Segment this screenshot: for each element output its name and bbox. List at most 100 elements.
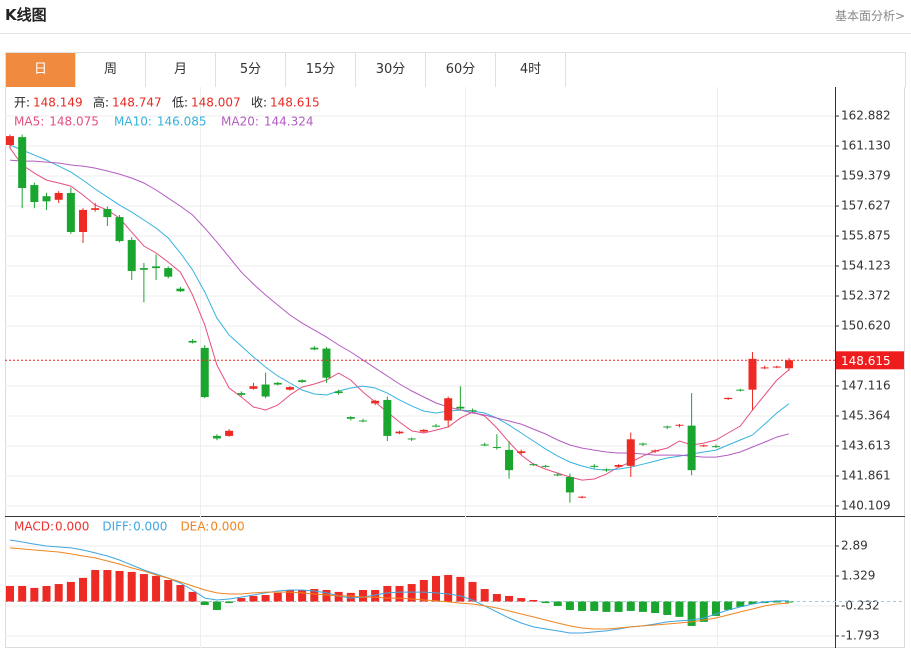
candle-body	[480, 444, 489, 446]
y-tick-label: 147.116	[841, 378, 891, 392]
candle-body	[176, 288, 185, 292]
candle-body	[468, 410, 477, 412]
candle-body	[760, 367, 769, 369]
candle-body	[237, 393, 246, 395]
macd-bar	[529, 599, 538, 602]
macd-bar	[298, 589, 307, 602]
period-tab[interactable]: 周	[76, 53, 146, 87]
macd-bar	[91, 570, 100, 602]
ma-line	[9, 147, 790, 481]
macd-bar	[626, 601, 635, 611]
y-tick-label: 140.109	[841, 498, 891, 512]
candle-body	[711, 446, 720, 448]
macd-bar	[30, 587, 39, 602]
candle-body	[127, 240, 136, 272]
macd-bar	[334, 591, 343, 602]
macd-bar	[407, 584, 416, 602]
macd-legend-name: DEA:	[180, 520, 209, 534]
y-tick-label: 2.89	[841, 539, 868, 553]
candle-body	[54, 192, 63, 200]
macd-bar	[505, 595, 514, 602]
macd-bar	[358, 589, 367, 602]
macd-bar	[553, 601, 562, 606]
period-tab[interactable]: 15分	[286, 53, 356, 87]
ma-line	[9, 159, 790, 458]
candle-body	[261, 384, 270, 397]
ma-legend-value: 146.085	[157, 115, 207, 129]
candle-body	[565, 476, 574, 493]
candle-body	[748, 358, 757, 390]
macd-bar	[225, 601, 234, 604]
last-price-box	[836, 351, 904, 370]
candle-body	[687, 425, 696, 471]
macd-bar	[139, 574, 148, 602]
period-tab[interactable]: 日	[6, 53, 76, 87]
macd-bar	[42, 585, 51, 602]
macd-bar	[273, 592, 282, 602]
macd-legend-name: MACD:	[14, 520, 54, 534]
period-tab[interactable]: 60分	[426, 53, 496, 87]
candle-body	[371, 400, 380, 404]
last-price-label: 148.615	[841, 354, 891, 368]
candle-body	[432, 425, 441, 427]
candle-body	[699, 445, 708, 447]
candle-body	[164, 268, 173, 277]
y-tick-label: 1.329	[841, 568, 875, 582]
macd-bar	[468, 581, 477, 602]
macd-bar	[127, 571, 136, 602]
candle-body	[200, 347, 209, 398]
divider	[0, 33, 911, 34]
candle-body	[383, 399, 392, 436]
candle-body	[456, 406, 465, 409]
macd-bar	[578, 601, 587, 611]
period-tab[interactable]: 月	[146, 53, 216, 87]
period-tab[interactable]: 30分	[356, 53, 426, 87]
macd-bar	[212, 601, 221, 610]
macd-bar	[772, 601, 781, 603]
period-tab[interactable]: 4时	[496, 53, 566, 87]
y-tick-label: 141.861	[841, 468, 891, 482]
y-tick-label: 155.875	[841, 229, 891, 243]
period-tab[interactable]: 5分	[216, 53, 286, 87]
y-tick-label: 150.620	[841, 318, 891, 332]
candle-body	[212, 435, 221, 439]
ma-legend-value: 148.075	[49, 115, 99, 129]
y-tick-label: 154.123	[841, 259, 891, 273]
macd-bar	[54, 584, 63, 602]
ma-legend-name: MA5:	[14, 115, 44, 129]
candle-body	[614, 465, 623, 467]
candle-body	[298, 380, 307, 382]
y-tick-label: 145.364	[841, 408, 891, 422]
macd-legend-value: 0.000	[55, 520, 89, 534]
macd-bar	[6, 585, 14, 602]
macd-bar	[79, 577, 88, 602]
candle-body	[541, 465, 550, 467]
macd-bar	[480, 589, 489, 602]
candle-body	[249, 386, 258, 389]
fundamental-link[interactable]: 基本面分析>	[834, 9, 905, 23]
macd-bar	[103, 570, 112, 602]
ma-legend-value: 144.324	[264, 115, 314, 129]
y-tick-label: 157.627	[841, 199, 891, 213]
candle-body	[505, 449, 514, 471]
macd-bar	[736, 601, 745, 607]
candle-body	[675, 424, 684, 426]
macd-bar	[602, 601, 611, 612]
info-value: 148.615	[270, 96, 320, 110]
macd-bar	[285, 589, 294, 602]
candle-body	[407, 438, 416, 440]
macd-bar	[164, 580, 173, 602]
macd-bar	[444, 575, 453, 602]
y-tick-label: 143.613	[841, 438, 891, 452]
macd-bar	[176, 584, 185, 602]
macd-legend-name: DIFF:	[102, 520, 132, 534]
macd-bar	[432, 575, 441, 602]
macd-bar	[346, 592, 355, 602]
ma-legend-name: MA20:	[221, 115, 259, 129]
tab-bar: 日周月 5分 15分 30分 60分 4时	[5, 52, 906, 87]
candle-body	[626, 439, 635, 466]
candle-body	[517, 451, 526, 454]
y-tick-label: 152.372	[841, 288, 891, 302]
info-value: 148.007	[191, 96, 241, 110]
candle-body	[444, 398, 453, 421]
